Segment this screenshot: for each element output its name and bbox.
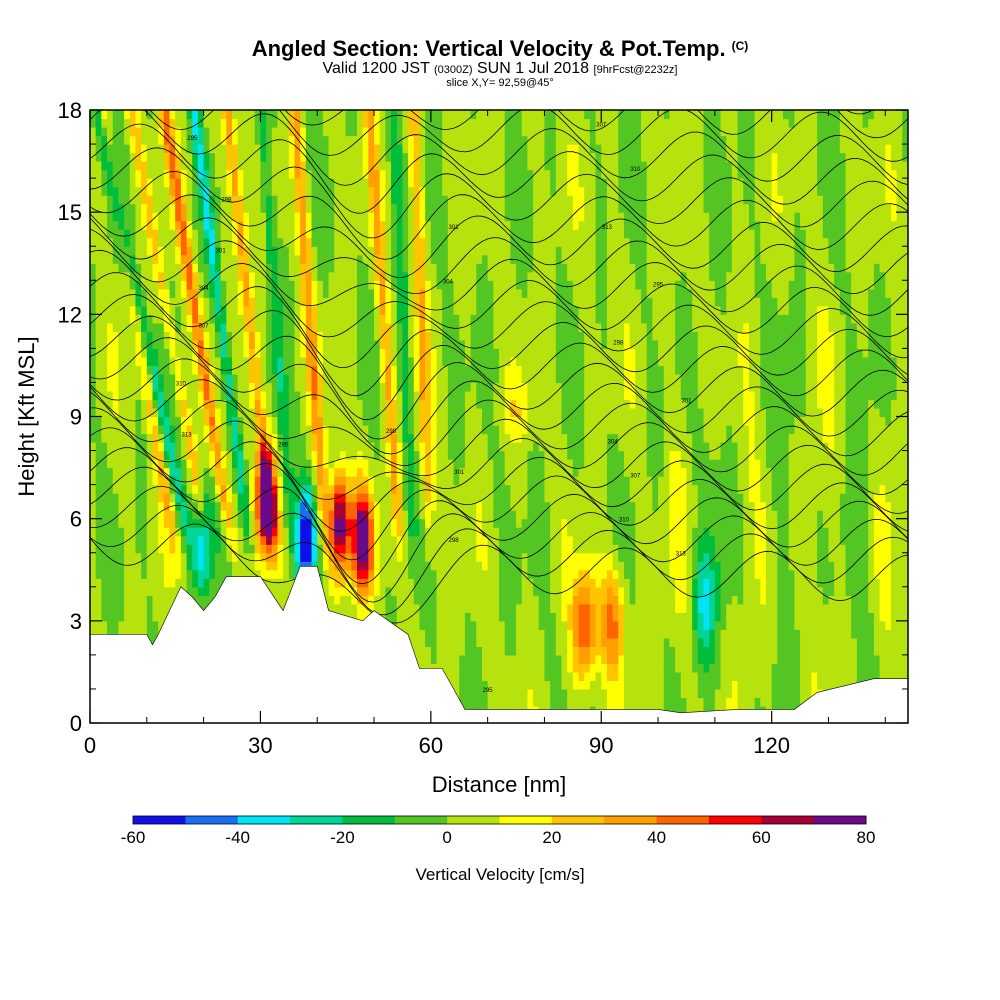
colorbar-swatch xyxy=(761,816,815,824)
y-tick-label: 3 xyxy=(70,609,82,634)
isentrope-line xyxy=(90,170,908,260)
isentrope-line xyxy=(90,447,908,561)
colorbar-tick-label: 0 xyxy=(442,828,451,847)
colorbar-tick-label: 40 xyxy=(647,828,666,847)
colorbar: -60 -40 -20 0 20 40 60 80 xyxy=(121,815,876,847)
contour-label: 313 xyxy=(182,433,193,439)
colorbar-tick-label: -40 xyxy=(225,828,250,847)
colorbar-swatch xyxy=(604,816,658,824)
isentrope-line xyxy=(90,249,908,338)
contour-label: 310 xyxy=(176,381,187,387)
colorbar-tick-label: -20 xyxy=(330,828,355,847)
slice-info: slice X,Y= 92,59@45° xyxy=(446,77,554,89)
x-tick-label: 120 xyxy=(753,733,790,758)
isentrope-line xyxy=(90,110,908,186)
colorbar-swatch xyxy=(290,816,343,824)
contour-label: 307 xyxy=(199,324,210,330)
zulu-time: (0300Z) xyxy=(434,64,473,76)
contour-label: 307 xyxy=(596,123,607,129)
y-tick-label: 9 xyxy=(70,405,82,430)
isentrope-line xyxy=(90,427,908,532)
colorbar-swatch xyxy=(133,816,186,824)
pot-temp-contours: 295 298 301 304 307 310 313 295 298 301 304 307 310 3… xyxy=(90,0,908,694)
x-tick-label: 90 xyxy=(589,733,613,758)
valid-time: Valid 1200 JST (0300Z) SUN 1 Jul 2018 [9… xyxy=(322,60,678,77)
colorbar-swatch xyxy=(394,816,448,824)
terrain xyxy=(90,566,908,723)
contour-label: 295 xyxy=(483,688,494,694)
contour-label: 310 xyxy=(619,518,630,524)
y-axis-label: Height [Kft MSL] xyxy=(14,336,39,496)
colorbar-tick-label: 60 xyxy=(752,828,771,847)
colorbar-swatch xyxy=(813,816,867,824)
isentrope-line xyxy=(90,123,908,214)
y-tick-label: 6 xyxy=(70,507,82,532)
contour-label: 295 xyxy=(278,443,289,449)
y-tick-label: 0 xyxy=(70,711,82,736)
isentrope-line xyxy=(90,228,908,316)
isentrope-line xyxy=(90,294,908,397)
contour-label: 301 xyxy=(216,249,227,255)
colorbar-label: Vertical Velocity [cm/s] xyxy=(415,865,584,884)
chart-title: Angled Section: Vertical Velocity & Pot.… xyxy=(251,36,749,61)
isentrope-line xyxy=(90,466,908,585)
isentrope-line xyxy=(90,505,908,616)
contour-label: 313 xyxy=(676,552,687,558)
contour-label: 301 xyxy=(681,398,692,404)
x-tick-label: 60 xyxy=(419,733,443,758)
colorbar-swatch xyxy=(656,816,710,824)
isentrope-line xyxy=(90,272,908,368)
isentrope-line xyxy=(149,110,908,162)
contour-label: 295 xyxy=(187,136,198,142)
colorbar-frame xyxy=(132,815,867,825)
title-units: (C) xyxy=(731,39,749,53)
contour-label: 304 xyxy=(443,279,454,285)
contour-label: 304 xyxy=(199,286,210,292)
colorbar-swatch xyxy=(499,816,553,824)
isentrope-line xyxy=(90,0,908,41)
isentrope-line xyxy=(90,147,908,239)
isentrope-line xyxy=(90,407,908,500)
contour-label: 298 xyxy=(613,341,624,347)
colorbar-swatch xyxy=(342,816,396,824)
colorbar-tick-label: 20 xyxy=(542,828,561,847)
contour-label: 301 xyxy=(449,225,460,231)
colorbar-swatch xyxy=(551,816,605,824)
contour-label: 310 xyxy=(630,167,641,173)
colorbar-swatch xyxy=(237,816,291,824)
contour-label: 313 xyxy=(602,225,613,231)
y-tick-label: 12 xyxy=(58,302,82,327)
contour-label: 304 xyxy=(608,439,619,445)
x-tick-label: 0 xyxy=(84,733,96,758)
y-tick-label: 15 xyxy=(58,200,82,225)
colorbar-tick-label: 80 xyxy=(857,828,876,847)
contour-label: 298 xyxy=(386,429,397,435)
isentrope-line xyxy=(90,337,908,440)
contour-label: 307 xyxy=(630,473,641,479)
isentrope-line xyxy=(90,391,908,477)
isentrope-line xyxy=(90,379,908,467)
x-axis-label: Distance [nm] xyxy=(432,772,567,797)
isentrope-line xyxy=(90,358,908,455)
isentrope-line xyxy=(90,194,908,278)
isentrope-line xyxy=(90,315,908,421)
colorbar-swatch xyxy=(447,816,500,824)
isentrope-line xyxy=(90,13,908,90)
colorbar-swatch xyxy=(185,816,239,824)
colorbar-swatch xyxy=(708,816,762,824)
y-tick-label: 18 xyxy=(58,98,82,123)
contour-label: 298 xyxy=(449,538,460,544)
isentrope-line xyxy=(90,217,908,295)
contour-label: 298 xyxy=(221,198,232,204)
isentrope-line xyxy=(710,110,874,115)
forecast-time: [9hrFcst@2232z] xyxy=(593,64,678,76)
contour-label: 295 xyxy=(653,283,664,289)
x-tick-label: 30 xyxy=(248,733,272,758)
contour-label: 301 xyxy=(454,470,465,476)
colorbar-tick-label: -60 xyxy=(121,828,146,847)
isentrope-line xyxy=(90,486,908,603)
isentrope-line xyxy=(90,0,908,65)
